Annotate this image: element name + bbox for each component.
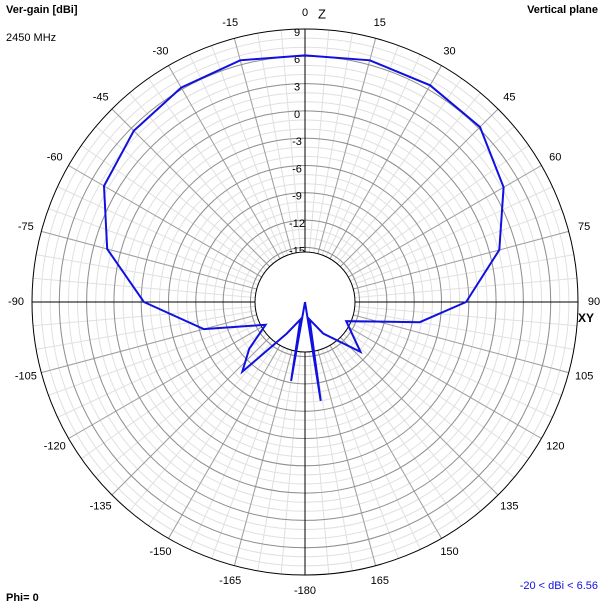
theta-tick-label: -105 <box>15 371 37 383</box>
footer-label: Phi= 0 <box>6 592 39 604</box>
theta-tick-label: 120 <box>546 440 564 452</box>
theta-tick-label: 90 <box>588 296 600 308</box>
theta-tick-label: -135 <box>90 500 112 512</box>
top-axis-label: Z <box>318 6 326 21</box>
theta-tick-label: 150 <box>440 546 458 558</box>
r-tick-label: -6 <box>292 163 302 175</box>
theta-tick-label: 30 <box>443 46 455 58</box>
r-tick-label: -12 <box>289 218 305 230</box>
theta-tick-label: 45 <box>503 92 515 104</box>
theta-tick-label: 75 <box>578 221 590 233</box>
range-note: -20 < dBi < 6.56 <box>520 580 598 592</box>
theta-tick-label: -120 <box>44 440 66 452</box>
chart-title: Ver-gain [dBi] <box>6 4 78 16</box>
r-tick-label: 0 <box>294 109 300 121</box>
theta-tick-label: -45 <box>93 92 109 104</box>
r-tick-label: -3 <box>292 136 302 148</box>
chart-subtitle: 2450 MHz <box>6 32 56 44</box>
theta-tick-label: -165 <box>219 575 241 587</box>
theta-tick-label: 135 <box>500 500 518 512</box>
theta-tick-label: -60 <box>47 151 63 163</box>
theta-tick-label: -150 <box>149 546 171 558</box>
theta-tick-label: -30 <box>153 46 169 58</box>
theta-tick-label: -180 <box>294 585 316 597</box>
r-tick-label: 6 <box>294 54 300 66</box>
plane-label: Vertical plane <box>527 4 598 16</box>
r-tick-label: 9 <box>294 27 300 39</box>
r-tick-label: -9 <box>292 191 302 203</box>
theta-tick-label: -15 <box>222 17 238 29</box>
theta-tick-label: -75 <box>18 221 34 233</box>
theta-tick-label: -90 <box>8 296 24 308</box>
pattern-line <box>102 54 505 402</box>
right-axis-label: XY <box>578 311 594 325</box>
theta-tick-label: 60 <box>549 151 561 163</box>
r-tick-label: 3 <box>294 82 300 94</box>
theta-tick-label: 165 <box>371 575 389 587</box>
theta-tick-label: 15 <box>374 17 386 29</box>
theta-tick-label: 0 <box>302 7 308 19</box>
theta-tick-label: 105 <box>575 371 593 383</box>
